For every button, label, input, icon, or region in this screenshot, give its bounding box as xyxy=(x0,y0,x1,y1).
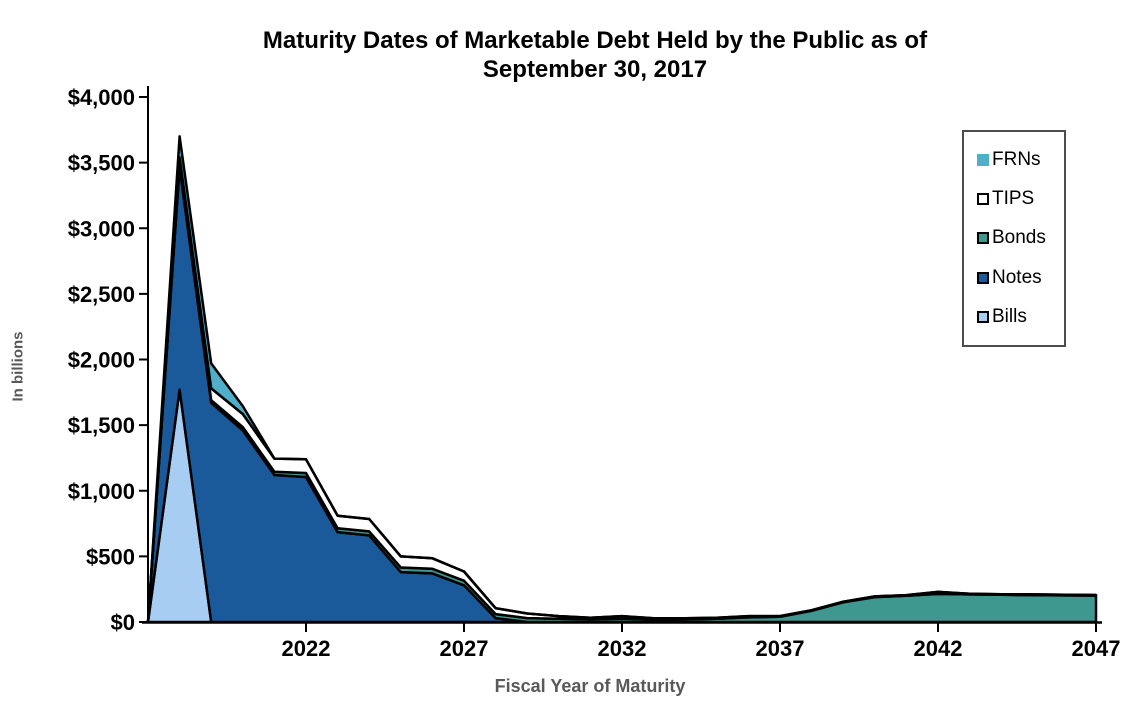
legend-marker-tips xyxy=(977,193,989,206)
legend-marker-notes xyxy=(977,271,989,284)
x-tick-label: 2042 xyxy=(914,636,963,661)
legend-item-notes: Notes xyxy=(977,267,1064,289)
x-tick-label: 2037 xyxy=(756,636,805,661)
x-tick-label: 2027 xyxy=(440,636,489,661)
legend-marker-bonds xyxy=(977,232,989,245)
chart-title: Maturity Dates of Marketable Debt Held b… xyxy=(26,26,1138,84)
legend-item-bonds: Bonds xyxy=(977,227,1064,249)
legend-label: FRNs xyxy=(992,148,1041,170)
y-tick-label: $0 xyxy=(111,610,135,635)
y-tick-label: $500 xyxy=(86,544,135,569)
y-tick-label: $1,000 xyxy=(68,479,135,504)
area-notes xyxy=(146,165,1098,624)
x-tick-label: 2022 xyxy=(282,636,331,661)
x-tick-label: 2032 xyxy=(598,636,647,661)
legend-item-frns: FRNs xyxy=(977,149,1064,171)
legend-label: Bills xyxy=(992,306,1027,328)
chart-title-line1: Maturity Dates of Marketable Debt Held b… xyxy=(262,27,928,54)
legend-label: TIPS xyxy=(992,188,1035,210)
area-frns xyxy=(146,135,1098,624)
y-tick-label: $2,000 xyxy=(68,348,135,373)
legend-label: Bonds xyxy=(992,227,1046,249)
x-axis-title: Fiscal Year of Maturity xyxy=(494,676,686,696)
legend-item-bills: Bills xyxy=(977,306,1064,328)
legend-marker-bills xyxy=(977,311,989,324)
legend: FRNs TIPS Bonds Notes Bills xyxy=(962,130,1066,347)
legend-item-tips: TIPS xyxy=(977,188,1064,210)
y-tick-label: $1,500 xyxy=(68,413,135,438)
y-tick-label: $4,000 xyxy=(68,85,135,110)
legend-marker-frns xyxy=(977,153,989,166)
legend-label: Notes xyxy=(992,266,1042,288)
y-tick-label: $2,500 xyxy=(68,282,135,307)
chart-title-line2: September 30, 2017 xyxy=(482,56,708,83)
y-tick-label: $3,000 xyxy=(68,216,135,241)
x-tick-label: 2047 xyxy=(1072,636,1121,661)
y-tick-label: $3,500 xyxy=(68,151,135,176)
